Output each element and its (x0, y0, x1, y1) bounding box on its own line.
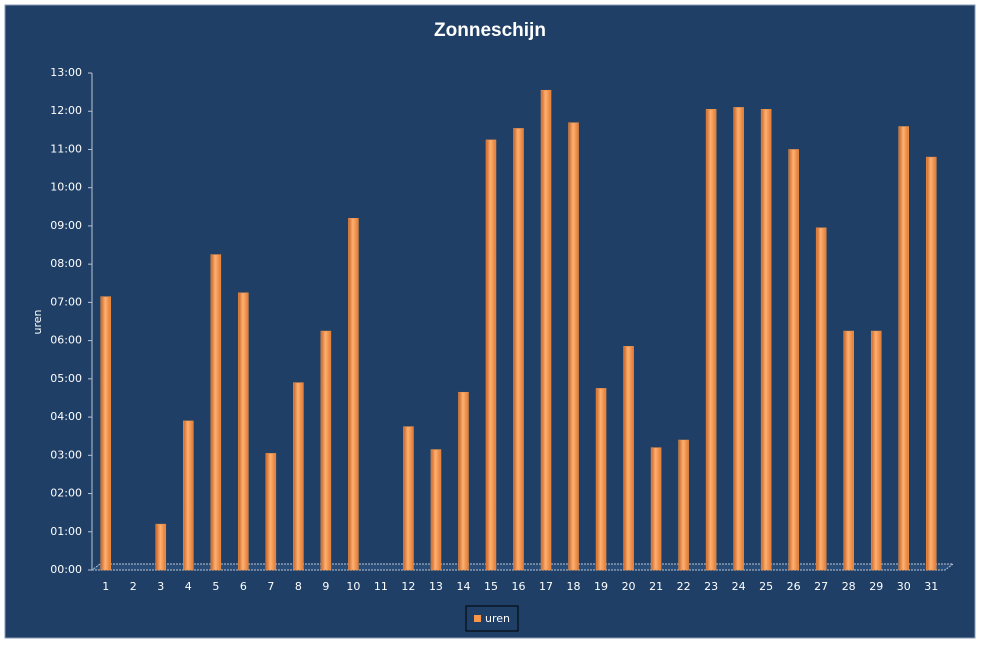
bar (293, 382, 304, 571)
bar (348, 218, 359, 571)
y-tick-label: 11:00 (50, 142, 82, 155)
y-tick-label: 12:00 (50, 104, 82, 117)
x-tick-label: 31 (924, 580, 938, 593)
x-tick-label: 30 (897, 580, 911, 593)
legend: uren (465, 605, 519, 632)
bar (623, 346, 634, 571)
x-tick-label: 7 (267, 580, 274, 593)
bar (210, 254, 222, 571)
bar (595, 388, 607, 571)
y-axis-label: uren (31, 309, 44, 334)
bar (513, 128, 524, 571)
x-tick-label: 15 (484, 580, 498, 593)
x-tick-label: 14 (456, 580, 470, 593)
x-tick-label: 19 (594, 580, 608, 593)
x-tick-label: 6 (240, 580, 247, 593)
y-tick-label: 02:00 (50, 487, 82, 500)
x-tick-label: 27 (814, 580, 828, 593)
bar (788, 149, 799, 571)
bar (100, 296, 112, 571)
bar (238, 292, 249, 571)
bar (870, 330, 882, 571)
x-tick-label: 21 (649, 580, 663, 593)
bar (403, 426, 414, 571)
bar (183, 420, 194, 571)
bar (155, 523, 167, 571)
bar (678, 439, 689, 571)
bar (265, 453, 277, 571)
x-tick-label: 16 (512, 580, 526, 593)
bar (540, 89, 552, 571)
legend-swatch (474, 615, 481, 622)
x-tick-label: 20 (622, 580, 636, 593)
bar (485, 139, 497, 571)
legend-label: uren (485, 612, 510, 625)
x-tick-label: 23 (704, 580, 718, 593)
x-tick-label: 12 (401, 580, 415, 593)
x-tick-label: 29 (869, 580, 883, 593)
bar (733, 107, 744, 571)
y-tick-label: 08:00 (50, 257, 82, 270)
x-tick-label: 10 (346, 580, 360, 593)
bar (925, 156, 937, 571)
bar (320, 330, 332, 571)
x-tick-label: 28 (842, 580, 856, 593)
x-tick-label: 17 (539, 580, 553, 593)
y-tick-label: 04:00 (50, 410, 82, 423)
x-tick-label: 22 (677, 580, 691, 593)
bar (815, 227, 827, 571)
y-tick-label: 09:00 (50, 219, 82, 232)
bar (898, 126, 909, 571)
x-tick-label: 11 (374, 580, 388, 593)
x-tick-label: 4 (185, 580, 192, 593)
y-tick-label: 05:00 (50, 372, 82, 385)
bar (568, 122, 579, 571)
x-tick-label: 3 (157, 580, 164, 593)
x-tick-label: 9 (322, 580, 329, 593)
x-tick-label: 5 (212, 580, 219, 593)
x-tick-label: 8 (295, 580, 302, 593)
y-tick-label: 07:00 (50, 295, 82, 308)
x-tick-label: 1 (102, 580, 109, 593)
bar (650, 447, 662, 571)
y-tick-label: 03:00 (50, 448, 82, 461)
y-tick-label: 00:00 (50, 563, 82, 576)
y-tick-label: 10:00 (50, 181, 82, 194)
x-tick-label: 13 (429, 580, 443, 593)
y-tick-label: 13:00 (50, 66, 82, 79)
bar (843, 330, 854, 571)
bar (760, 109, 772, 571)
bar (430, 449, 442, 571)
chart-title: Zonneschijn (434, 20, 546, 41)
y-tick-label: 06:00 (50, 334, 82, 347)
bar (458, 391, 469, 571)
x-tick-label: 25 (759, 580, 773, 593)
x-tick-label: 26 (787, 580, 801, 593)
x-tick-label: 18 (567, 580, 581, 593)
x-tick-label: 24 (732, 580, 746, 593)
x-tick-label: 2 (130, 580, 137, 593)
y-tick-label: 01:00 (50, 525, 82, 538)
bar (705, 109, 717, 571)
